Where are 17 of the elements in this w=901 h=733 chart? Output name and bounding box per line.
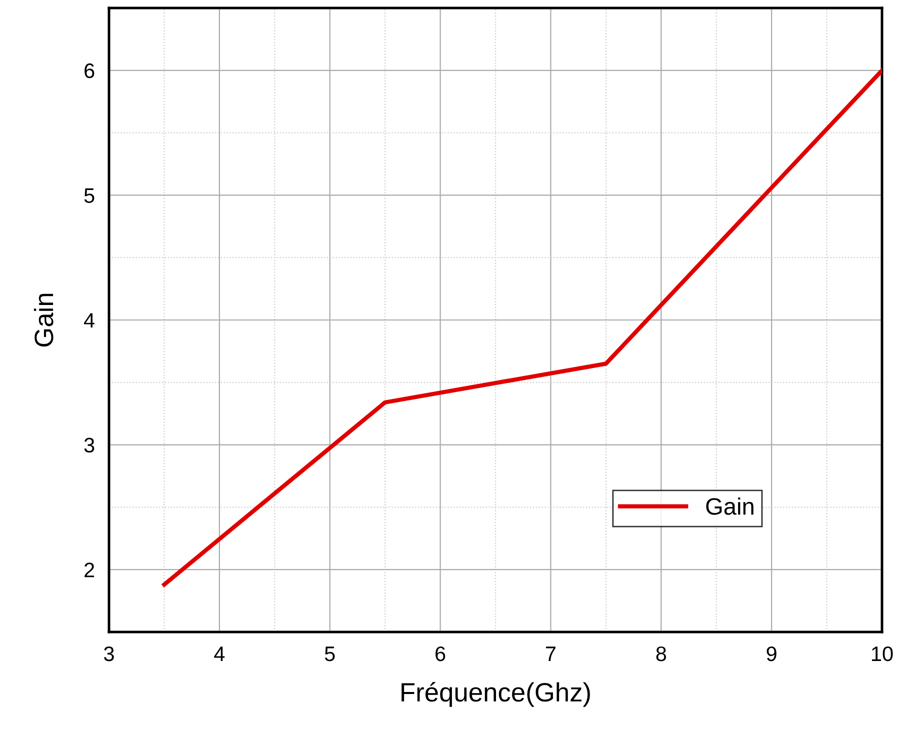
x-tick-label: 7 bbox=[546, 646, 556, 661]
y-tick-label: 4 bbox=[84, 313, 94, 328]
x-tick-label: 3 bbox=[104, 646, 114, 662]
y-tick-label: 5 bbox=[84, 188, 94, 203]
x-tick-label: 6 bbox=[436, 646, 446, 662]
y-tick-label: 3 bbox=[84, 438, 94, 453]
x-tick-label: 8 bbox=[656, 646, 666, 662]
y-tick-label: 2 bbox=[84, 562, 94, 578]
x-tick-label: 5 bbox=[324, 646, 335, 662]
line-series bbox=[162, 68, 882, 587]
x-tick-label: 10 bbox=[872, 646, 893, 662]
y-tick-label: 6 bbox=[84, 63, 94, 78]
y-axis-title: Gain bbox=[34, 294, 54, 347]
x-axis-title: Fréquence(Ghz) bbox=[402, 682, 590, 707]
x-tick-label: 4 bbox=[214, 646, 225, 661]
x-tick-label: 9 bbox=[766, 646, 776, 662]
legend-label: Gain bbox=[706, 498, 754, 515]
